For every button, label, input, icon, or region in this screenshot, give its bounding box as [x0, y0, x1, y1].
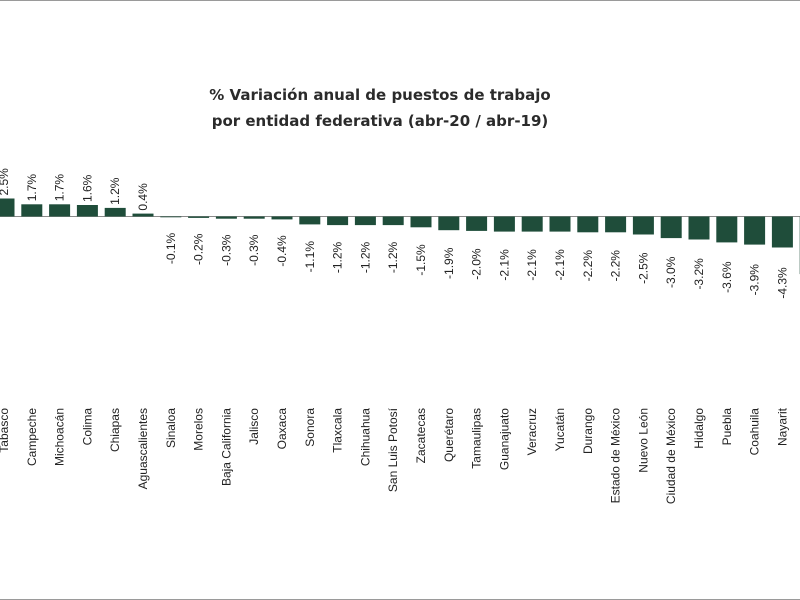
data-label: 1.7%: [25, 174, 39, 202]
category-label: Colima: [80, 408, 94, 446]
chart-title-line-1: % Variación anual de puestos de trabajo: [209, 86, 551, 104]
data-label: -3.9%: [748, 264, 762, 296]
category-label: Baja California: [219, 408, 233, 486]
category-label: Coahuila: [748, 408, 762, 456]
category-label: Tlaxcala: [331, 408, 345, 453]
bar: [160, 216, 182, 218]
chart-title-line-2: por entidad federativa (abr-20 / abr-19): [211, 112, 549, 130]
data-label: -2.5%: [636, 252, 650, 284]
data-label: -4.3%: [775, 267, 789, 299]
data-label: -0.4%: [275, 235, 289, 267]
data-label: -3.2%: [692, 258, 706, 290]
data-label: -1.5%: [414, 244, 428, 276]
bar: [215, 216, 237, 219]
bar: [521, 216, 543, 232]
bar: [744, 216, 766, 245]
bar: [49, 204, 71, 217]
category-label: Aguascalientes: [136, 408, 150, 489]
bar: [549, 216, 571, 232]
bar: [354, 216, 376, 226]
bar: [605, 216, 627, 233]
data-label: -2.1%: [525, 249, 539, 281]
bar: [410, 216, 432, 228]
bar: [271, 216, 293, 220]
data-label: -1.2%: [331, 241, 345, 273]
bar: [688, 216, 710, 240]
data-label: -0.3%: [247, 234, 261, 266]
category-label: Campeche: [25, 408, 39, 466]
bar: [104, 207, 126, 217]
category-label: Hidalgo: [692, 408, 706, 449]
category-label: Yucatán: [553, 408, 567, 451]
category-label: Sinaloa: [164, 408, 178, 448]
data-label: -0.1%: [164, 232, 178, 264]
category-label: Tamaulipas: [470, 408, 484, 469]
category-label: Chiapas: [108, 408, 122, 452]
data-label: -1.9%: [442, 247, 456, 279]
data-label: -1.2%: [386, 241, 400, 273]
bar: [243, 216, 265, 219]
bar: [771, 216, 793, 248]
data-label: -3.0%: [664, 256, 678, 288]
top-border: [0, 0, 800, 1]
category-label: Ciudad de México: [664, 408, 678, 504]
bar: [716, 216, 738, 243]
data-label: -3.6%: [720, 261, 734, 293]
category-label: Tabasco: [0, 408, 11, 453]
category-label: Michoacán: [53, 408, 67, 466]
bar: [493, 216, 515, 232]
bar: [132, 213, 154, 217]
data-label: -2.1%: [497, 249, 511, 281]
data-label: -1.1%: [303, 241, 317, 273]
category-label: Morelos: [192, 408, 206, 451]
data-label: 2.5%: [0, 168, 11, 196]
data-label: -1.2%: [358, 241, 372, 273]
bar: [188, 216, 210, 218]
data-label: -0.2%: [192, 233, 206, 265]
data-label: -2.2%: [609, 250, 623, 282]
category-label: Oaxaca: [275, 408, 289, 450]
category-label: Jalisco: [247, 408, 261, 445]
category-label: San Luis Potosí: [386, 407, 400, 492]
category-label: Veracruz: [525, 408, 539, 455]
data-label: -2.0%: [470, 248, 484, 280]
bar: [76, 205, 98, 217]
category-label: Nayarit: [775, 407, 789, 446]
data-label: 1.2%: [108, 177, 122, 205]
bar: [632, 216, 654, 235]
bar: [21, 204, 43, 217]
category-label: Sonora: [303, 408, 317, 447]
bar: [466, 216, 488, 231]
bar: [0, 198, 15, 217]
bar: [660, 216, 682, 239]
data-label: 1.6%: [80, 174, 94, 202]
bar: [327, 216, 349, 226]
data-label: -0.3%: [219, 234, 233, 266]
data-label: -2.2%: [581, 250, 595, 282]
bar: [577, 216, 599, 233]
category-label: Querétaro: [442, 408, 456, 462]
bar: [299, 216, 321, 225]
category-label: Durango: [581, 408, 595, 454]
data-label: -2.1%: [553, 249, 567, 281]
data-label: 0.4%: [136, 183, 150, 211]
data-label: 1.7%: [53, 174, 67, 202]
category-label: Nuevo León: [636, 408, 650, 473]
bar: [438, 216, 460, 231]
bar: [382, 216, 404, 226]
category-label: Chihuahua: [358, 408, 372, 466]
category-label: Estado de México: [609, 408, 623, 504]
category-label: Guanajuato: [497, 408, 511, 470]
category-label: Zacatecas: [414, 408, 428, 463]
chart-title: % Variación anual de puestos de trabajo …: [120, 82, 640, 134]
category-label: Puebla: [720, 408, 734, 446]
